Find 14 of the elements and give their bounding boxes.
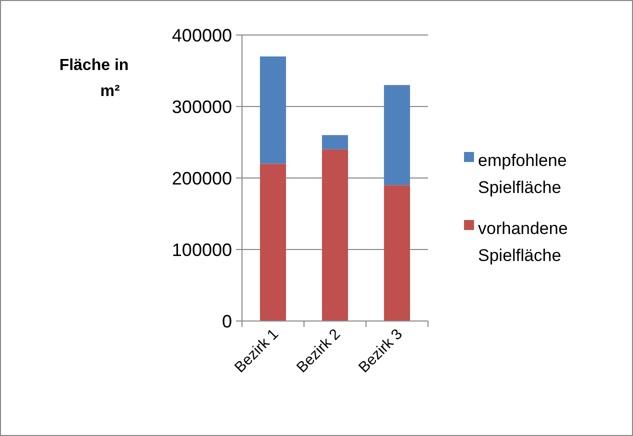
y-tick-label: 300000 — [172, 96, 232, 117]
bar — [322, 149, 348, 321]
y-tick-label: 100000 — [172, 240, 232, 260]
y-tick-label: 400000 — [172, 25, 232, 46]
legend-label: empfohlene Spielfläche — [478, 150, 567, 197]
y-axis-title: Fläche in m² — [59, 57, 129, 100]
y-tick-label: 0 — [222, 311, 232, 332]
y-tick-label: 200000 — [172, 168, 232, 188]
bar — [260, 56, 286, 164]
bar — [384, 185, 410, 321]
bar — [384, 85, 410, 186]
bar — [322, 135, 348, 150]
legend-label: vorhandene Spielfläche — [478, 218, 568, 265]
bar — [260, 164, 286, 321]
